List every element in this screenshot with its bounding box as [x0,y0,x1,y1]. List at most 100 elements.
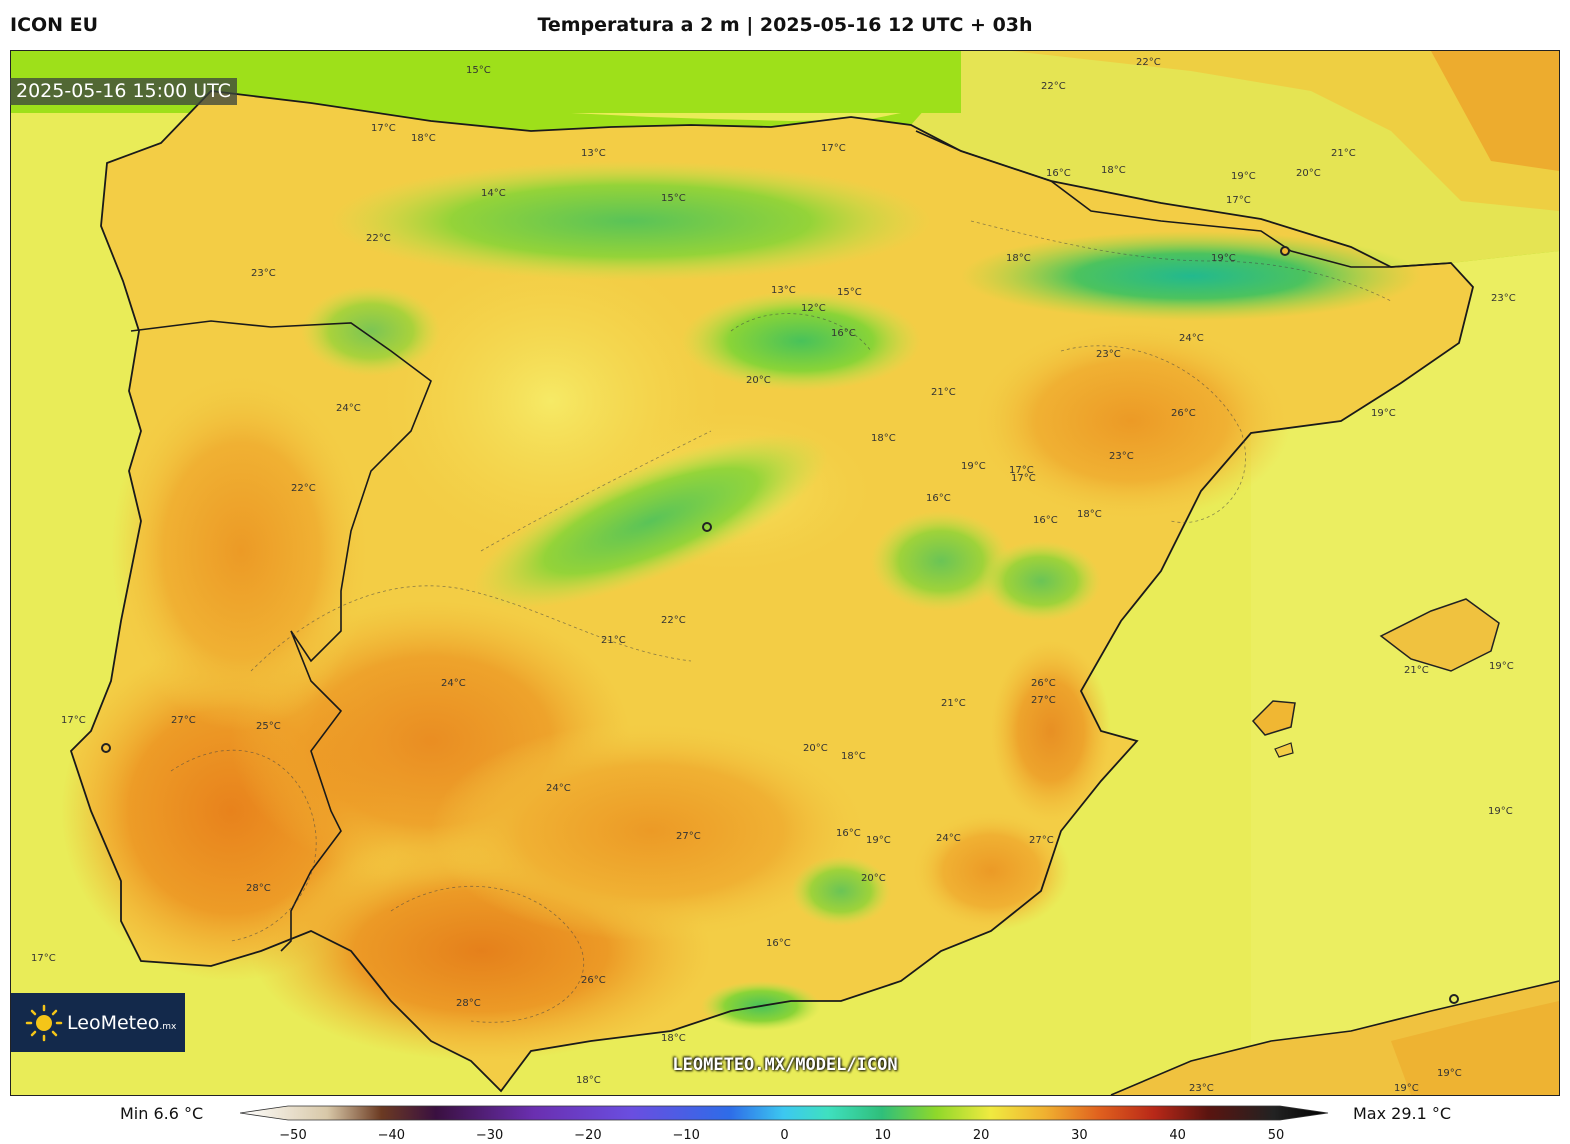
map-title: Temperatura a 2 m | 2025-05-16 12 UTC + … [537,14,1033,36]
temperature-colorbar [240,1105,1329,1121]
contour-label: 24°C [546,783,571,794]
contour-label: 15°C [837,287,862,298]
contour-label: 19°C [1371,408,1396,419]
city-marker-madrid[interactable] [702,522,712,532]
contour-label: 25°C [256,721,281,732]
contour-label: 20°C [746,375,771,386]
contour-label: 17°C [61,715,86,726]
contour-label: 19°C [1211,253,1236,264]
contour-label: 20°C [861,873,886,884]
contour-label: 19°C [961,461,986,472]
watermark-url: LEOMETEO.MX/MODEL/ICON [672,1055,898,1075]
contour-label: 26°C [581,975,606,986]
ibiza-island [1251,700,1296,736]
contour-label: 16°C [1046,168,1071,179]
contour-label: 21°C [941,698,966,709]
contour-label: 28°C [246,883,271,894]
contour-label: 14°C [481,188,506,199]
france-spain-border [915,130,1452,268]
map-canvas [11,51,1559,1095]
contour-label: 20°C [803,743,828,754]
contour-label: 16°C [1033,515,1058,526]
contour-label: 19°C [1231,171,1256,182]
contour-label: 18°C [841,751,866,762]
contour-label: 21°C [1331,148,1356,159]
contour-label: 13°C [771,285,796,296]
city-marker-andorra[interactable] [1280,246,1290,256]
spain-portugal-border [130,320,432,952]
colorbar-tick-label: −50 [279,1128,307,1143]
contour-label: 28°C [456,998,481,1009]
contour-label: 22°C [291,483,316,494]
colorbar-tick-label: −20 [574,1128,602,1143]
contour-label: 18°C [871,433,896,444]
contour-label: 22°C [1041,81,1066,92]
contour-label: 18°C [1006,253,1031,264]
colorbar-tick-label: −30 [475,1128,504,1143]
contour-label: 27°C [1029,835,1054,846]
contour-label: 16°C [926,493,951,504]
min-temperature-label: Min 6.6 °C [120,1104,204,1123]
contour-label: 16°C [831,328,856,339]
contour-label: 17°C [1011,473,1036,484]
contour-label: 26°C [1171,408,1196,419]
contour-label: 24°C [936,833,961,844]
colorbar-tick-label: 20 [972,1128,990,1143]
contour-label: 17°C [1009,465,1034,476]
contour-label: 18°C [1101,165,1126,176]
contour-label: 23°C [1109,451,1134,462]
valid-time-badge: 2025-05-16 15:00 UTC [10,78,237,105]
contour-label: 16°C [766,938,791,949]
max-temperature-label: Max 29.1 °C [1353,1104,1452,1123]
morocco-algeria-border [1110,980,1559,1095]
contour-label: 18°C [411,133,436,144]
contour-label: 22°C [366,233,391,244]
sun-icon [25,1004,63,1041]
contour-label: 19°C [1488,806,1513,817]
contour-label: 22°C [1136,57,1161,68]
contour-label: 19°C [866,835,891,846]
logo-text: LeoMeteo.mx [67,1011,177,1034]
contour-label: 24°C [336,403,361,414]
contour-label: 15°C [466,65,491,76]
colorbar-tick-label: 10 [874,1128,892,1143]
contour-label: 20°C [1296,168,1321,179]
contour-label: 27°C [676,831,701,842]
temperature-map[interactable]: 15°C 17°C 18°C 13°C 14°C 15°C 17°C 22°C 22°C 16°C… [10,50,1560,1096]
contour-label: 17°C [1226,195,1251,206]
colorbar-tick-label: 40 [1169,1128,1186,1143]
contour-label: 18°C [661,1033,686,1044]
contour-label: 27°C [171,715,196,726]
contour-label: 19°C [1437,1068,1462,1079]
contour-label: 16°C [836,828,861,839]
contour-label: 19°C [1394,1083,1419,1094]
contour-label: 12°C [801,303,826,314]
contour-label: 19°C [1489,661,1514,672]
city-marker-lisboa[interactable] [101,743,111,753]
contour-label: 27°C [1031,695,1056,706]
contour-label: 23°C [1189,1083,1214,1094]
leometeo-logo[interactable]: LeoMeteo.mx [11,993,185,1052]
contour-label: 23°C [251,268,276,279]
contour-label: 26°C [1031,678,1056,689]
colorbar-tick-label: −10 [672,1128,700,1143]
contour-label: 18°C [1077,509,1102,520]
contour-label: 22°C [661,615,686,626]
model-name: ICON EU [10,14,99,36]
contour-label: 13°C [581,148,606,159]
contour-label: 21°C [601,635,626,646]
contour-label: 17°C [31,953,56,964]
contour-label: 18°C [576,1075,601,1086]
contour-label: 23°C [1491,293,1516,304]
contour-lines [170,220,1392,1023]
contour-label: 21°C [931,387,956,398]
colorbar-tick-label: −40 [377,1128,406,1143]
contour-label: 24°C [441,678,466,689]
contour-label: 23°C [1096,349,1121,360]
city-marker-argel[interactable] [1449,994,1459,1004]
contour-label: 17°C [371,123,396,134]
contour-label: 17°C [821,143,846,154]
colorbar-tick-label: 50 [1267,1128,1285,1143]
mallorca-island [1379,598,1500,672]
contour-label: 24°C [1179,333,1204,344]
